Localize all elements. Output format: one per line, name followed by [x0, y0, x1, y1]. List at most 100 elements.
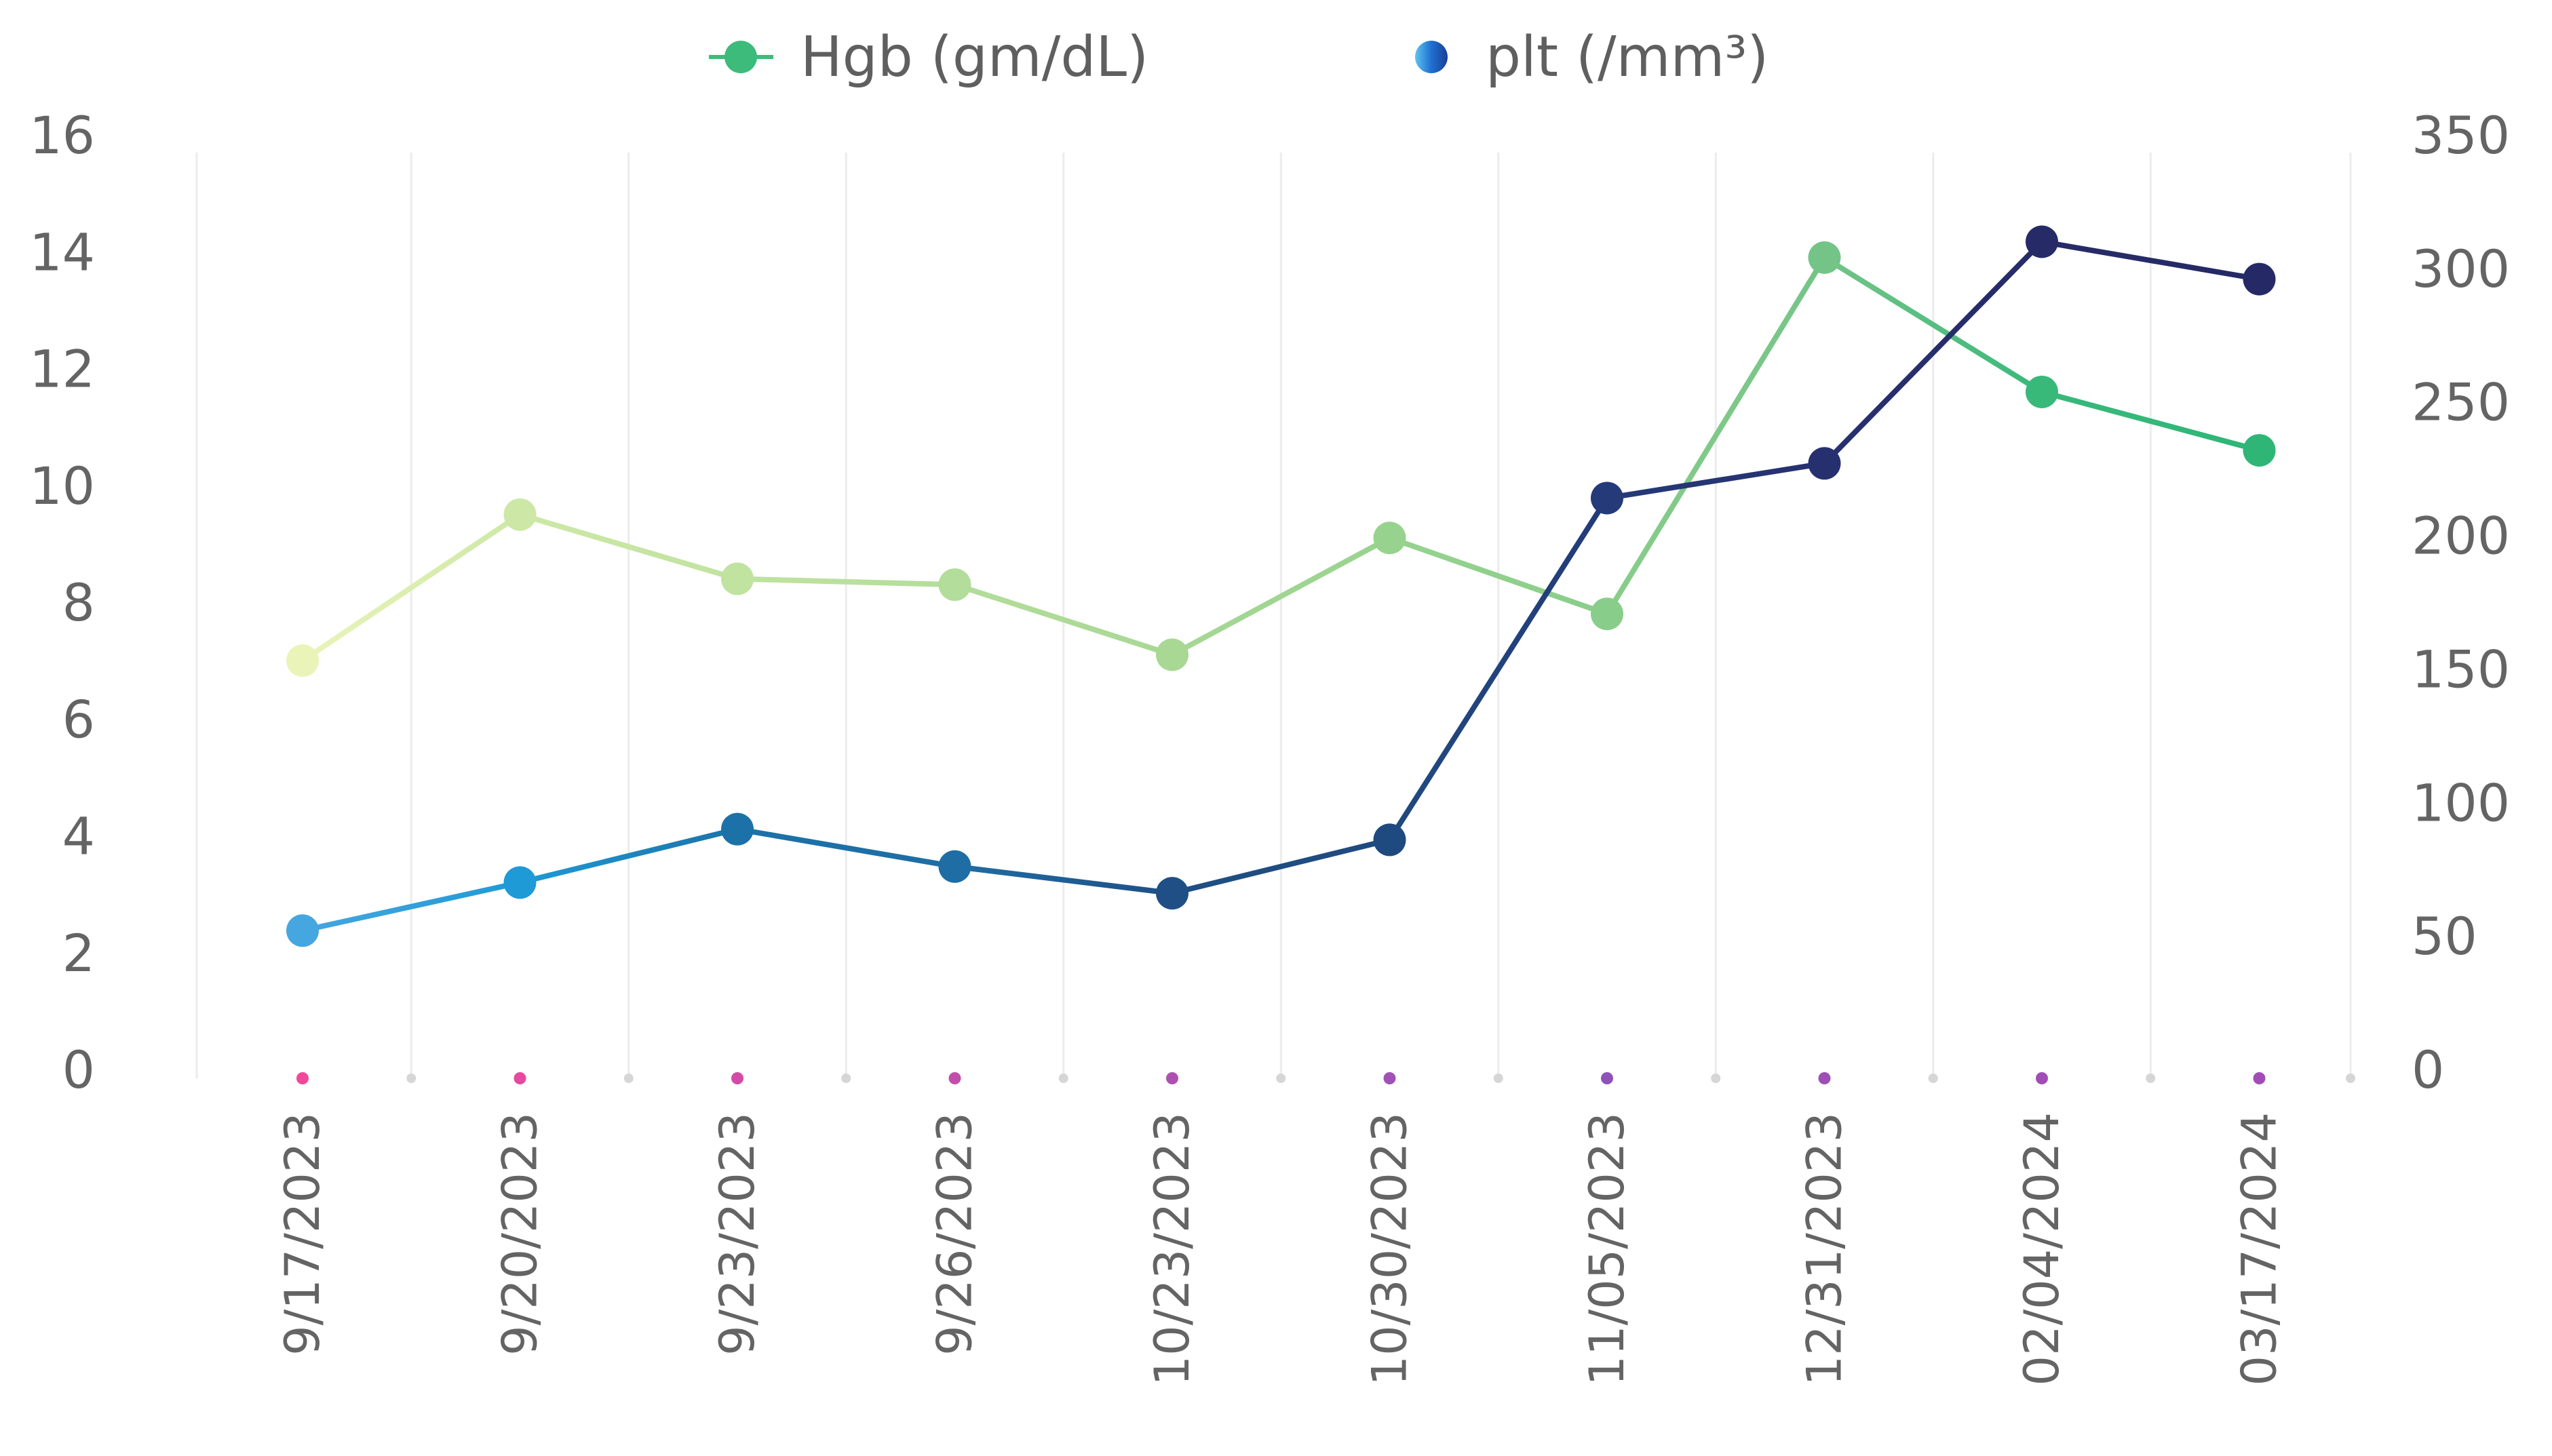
category-dot: [731, 1072, 743, 1084]
x-axis-tick-label: 10/30/2023: [1362, 1112, 1418, 1385]
right-axis-tick-label: 0: [2412, 1040, 2444, 1100]
plt-data-point[interactable]: [721, 812, 754, 846]
plt-line-segment: [1604, 460, 1828, 501]
separator-dot: [1493, 1074, 1503, 1083]
plt-data-point[interactable]: [286, 914, 319, 947]
hgb-data-point[interactable]: [721, 562, 754, 595]
hgb-data-point[interactable]: [503, 498, 537, 531]
hgb-data-point[interactable]: [938, 568, 971, 602]
plt-line-segment: [1387, 495, 1610, 843]
right-axis-tick-label: 50: [2412, 906, 2477, 966]
plt-data-point[interactable]: [1808, 447, 1841, 480]
category-dot: [2036, 1072, 2048, 1084]
left-axis-tick-label: 12: [29, 339, 95, 399]
hgb-line-segment: [1821, 254, 2045, 395]
left-axis-tick-label: 0: [62, 1040, 95, 1100]
vertical-gridlines: [195, 153, 2352, 1078]
hgb-line-segment: [517, 511, 740, 582]
hgb-data-point[interactable]: [1156, 638, 1188, 671]
hgb-line-segment: [735, 576, 958, 588]
right-axis-tick-label: 150: [2412, 639, 2510, 699]
x-axis-tick-label: 10/23/2023: [1144, 1112, 1200, 1385]
hgb-data-point[interactable]: [1808, 241, 1841, 274]
x-axis-tick-label: 12/31/2023: [1797, 1112, 1853, 1385]
separator-dot: [841, 1074, 851, 1083]
hgb-data-point[interactable]: [2243, 434, 2276, 467]
category-dot: [2253, 1072, 2266, 1084]
x-axis-tick-label: 11/05/2023: [1579, 1112, 1635, 1385]
separator-dot: [406, 1074, 417, 1083]
hgb-line-segment: [300, 511, 523, 664]
hgb-line-segment: [1387, 535, 1610, 617]
plt-data-point[interactable]: [938, 850, 971, 883]
category-dot: [1166, 1072, 1178, 1084]
x-axis-tick-label: 9/20/2023: [492, 1112, 548, 1356]
hgb-line-segment: [1169, 535, 1393, 658]
blue-circle-marker-icon: [1415, 41, 1448, 73]
green-circle-marker-icon: [724, 41, 757, 73]
left-axis-tick-label: 14: [29, 222, 95, 282]
x-axis-tick-label: 9/23/2023: [710, 1112, 765, 1356]
category-dot: [1383, 1072, 1396, 1084]
series-lines: [300, 239, 2262, 934]
legend-item-hgb[interactable]: Hgb (gm/dL): [709, 25, 1148, 90]
x-axis-tick-label: 03/17/2024: [2232, 1112, 2287, 1385]
right-axis-tick-label: 200: [2412, 506, 2510, 566]
category-dot: [296, 1072, 309, 1084]
legend-label-plt: plt (/mm³): [1486, 25, 1768, 90]
separator-dot: [2346, 1074, 2355, 1083]
right-axis-tick-label: 300: [2412, 239, 2510, 299]
x-axis-tick-label: 9/26/2023: [927, 1112, 983, 1356]
plt-data-point[interactable]: [503, 866, 537, 899]
plt-data-point[interactable]: [1156, 877, 1188, 910]
right-axis-tick-label: 250: [2412, 372, 2510, 433]
x-axis-labels: 9/17/2023 9/20/2023 9/23/2023 9/26/2023 10/2…: [275, 1112, 2287, 1385]
left-axis-tick-label: 6: [62, 689, 95, 749]
hgb-line-segment: [2039, 389, 2262, 454]
x-axis-tick-label: 02/04/2024: [2014, 1112, 2070, 1385]
hgb-data-point[interactable]: [1591, 597, 1623, 631]
plt-line-segment: [300, 880, 523, 934]
x-axis-tick-label: 9/17/2023: [275, 1112, 330, 1356]
left-y-axis: 0 2 4 6 8 10 12 14 16: [29, 105, 95, 1100]
legend-label-hgb: Hgb (gm/dL): [800, 25, 1148, 90]
hgb-data-point[interactable]: [1373, 522, 1406, 555]
legend-item-plt[interactable]: plt (/mm³): [1396, 25, 1768, 90]
plt-line-segment: [1169, 837, 1393, 897]
hgb-data-point[interactable]: [2026, 375, 2058, 408]
right-axis-tick-label: 100: [2412, 772, 2510, 833]
category-dot: [948, 1072, 961, 1084]
legend: Hgb (gm/dL) plt (/mm³): [709, 25, 1768, 90]
category-dot: [1818, 1072, 1831, 1084]
separator-dot: [623, 1074, 634, 1083]
series-points: [286, 225, 2276, 947]
x-axis-dots: [296, 1072, 2355, 1084]
plt-line-segment: [735, 826, 958, 869]
category-dot: [514, 1072, 526, 1084]
hgb-line-segment: [1604, 254, 1828, 617]
left-axis-tick-label: 8: [62, 572, 95, 633]
plt-data-point[interactable]: [2026, 225, 2058, 258]
separator-dot: [1058, 1074, 1068, 1083]
right-y-axis: 0 50 100 150 200 250 300 350: [2412, 105, 2510, 1100]
left-axis-tick-label: 2: [62, 923, 95, 983]
right-axis-tick-label: 350: [2412, 105, 2510, 165]
hgb-data-point[interactable]: [286, 644, 319, 677]
left-axis-tick-label: 4: [62, 806, 95, 867]
separator-dot: [1928, 1074, 1938, 1083]
separator-dot: [1711, 1074, 1721, 1083]
plt-line-segment: [1821, 239, 2045, 467]
left-axis-tick-label: 16: [29, 105, 95, 165]
separator-dot: [2146, 1074, 2156, 1083]
plt-data-point[interactable]: [1373, 823, 1406, 857]
plt-line-segment: [517, 826, 740, 886]
plt-data-point[interactable]: [1591, 481, 1623, 515]
plt-line-segment: [952, 863, 1175, 897]
hgb-line-segment: [952, 582, 1175, 658]
plt-line-segment: [2039, 239, 2262, 282]
left-axis-tick-label: 10: [29, 456, 95, 516]
separator-dot: [1276, 1074, 1286, 1083]
category-dot: [1601, 1072, 1613, 1084]
plt-data-point[interactable]: [2243, 262, 2276, 296]
